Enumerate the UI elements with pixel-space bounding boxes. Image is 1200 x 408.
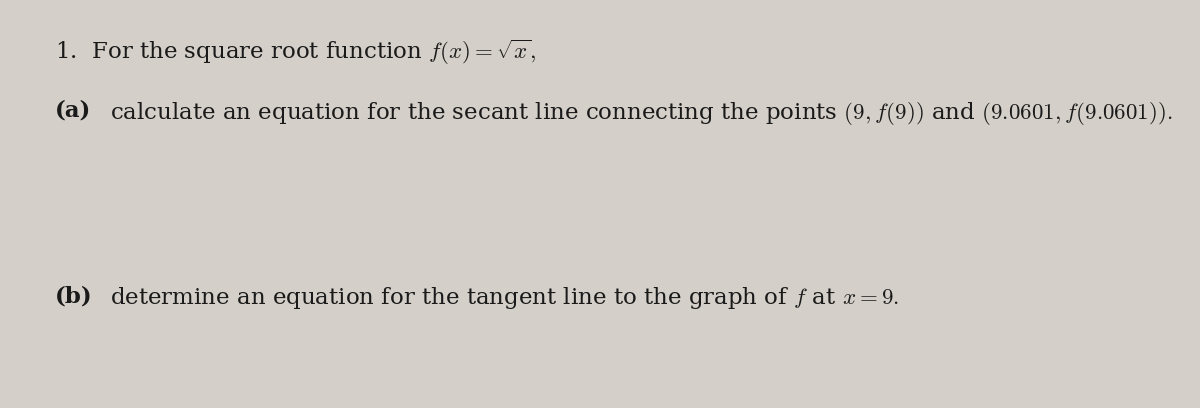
Text: calculate an equation for the secant line connecting the points $(9, f(9))$ and : calculate an equation for the secant lin… bbox=[110, 100, 1172, 127]
Text: (a): (a) bbox=[55, 100, 91, 122]
Text: (b): (b) bbox=[55, 285, 92, 307]
Text: determine an equation for the tangent line to the graph of $f$ at $x = 9.$: determine an equation for the tangent li… bbox=[110, 285, 899, 311]
Text: 1.  For the square root function $f(x) = \sqrt{x},$: 1. For the square root function $f(x) = … bbox=[55, 38, 536, 67]
